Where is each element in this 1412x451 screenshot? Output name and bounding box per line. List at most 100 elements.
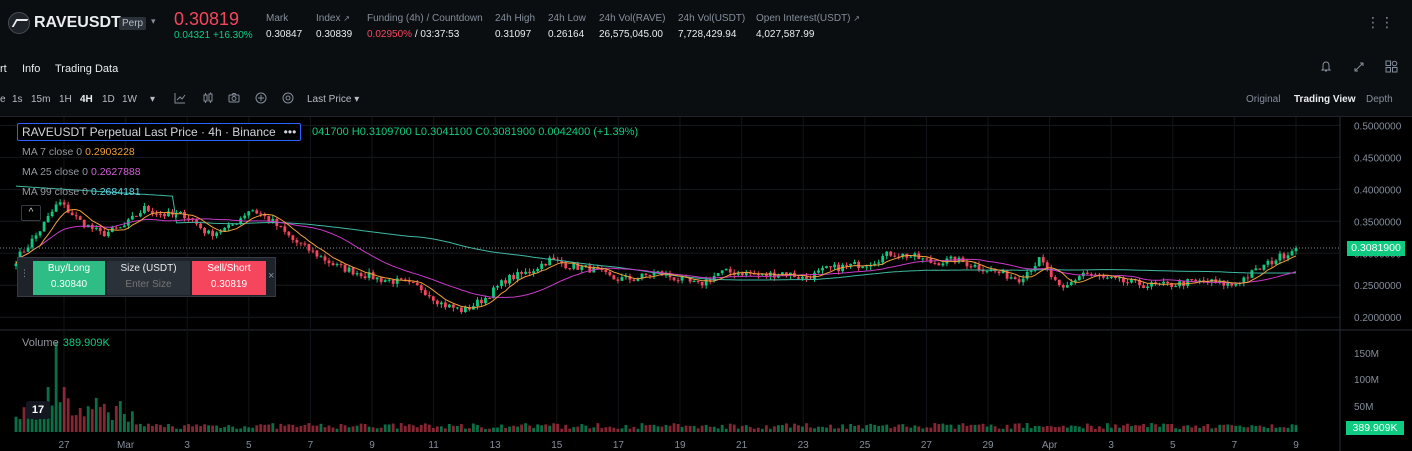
bell-icon[interactable] — [1320, 61, 1332, 76]
volume-bar — [997, 428, 1001, 432]
view-original[interactable]: Original — [1246, 94, 1281, 105]
size-input[interactable] — [113, 279, 184, 290]
interval-time[interactable]: e — [0, 94, 6, 105]
stat-label: Open Interest(USDT) — [756, 13, 851, 24]
volume-bar — [14, 416, 18, 432]
tab-trading-data[interactable]: Trading Data — [55, 63, 119, 75]
oi-link-icon[interactable]: ↗ — [853, 14, 860, 23]
tab-info[interactable]: Info — [22, 63, 41, 75]
grid-menu-icon[interactable]: ⋮⋮ — [1366, 14, 1394, 30]
symbol-dropdown-icon[interactable]: ▾ — [151, 16, 156, 26]
candle-body — [1282, 253, 1286, 259]
chart-area[interactable]: 0.5000000 0.4500000 0.4000000 0.3500000 0.30… — [0, 116, 1412, 451]
candle-body — [1013, 277, 1017, 280]
interval-1w[interactable]: 1W — [122, 94, 137, 105]
volume-legend[interactable]: Volume 389.909K — [22, 337, 110, 349]
volume-bar — [271, 423, 275, 432]
candle-body — [391, 279, 395, 284]
volume-bar — [1170, 423, 1174, 432]
ma99-legend[interactable]: MA 99 close 0 0.2684181 — [22, 186, 141, 198]
candle-body — [801, 276, 804, 279]
settings-icon[interactable] — [282, 92, 294, 107]
time-axis-label: 17 — [613, 440, 625, 451]
volume-bar — [861, 428, 865, 432]
candlestick-chart[interactable]: 0.5000000 0.4500000 0.4000000 0.3500000 0.30… — [0, 117, 1412, 451]
add-indicator-icon[interactable] — [255, 92, 267, 107]
candle-body — [764, 273, 768, 277]
candle-body — [464, 307, 467, 313]
volume-bar — [909, 427, 913, 432]
symbol-name[interactable]: RAVEUSDT — [34, 14, 121, 31]
view-depth[interactable]: Depth — [1366, 94, 1393, 105]
volume-bar — [1158, 426, 1161, 432]
close-icon[interactable]: × — [268, 270, 275, 282]
candle-body — [279, 225, 283, 227]
volume-bar — [1178, 428, 1182, 432]
interval-1s[interactable]: 1s — [12, 94, 23, 105]
candle-body — [1166, 281, 1169, 284]
ma7-legend[interactable]: MA 7 close 0 0.2903228 — [22, 146, 135, 158]
chart-legend-title[interactable]: RAVEUSDT Perpetual Last Price · 4h · Bin… — [17, 123, 302, 141]
layout-icon[interactable] — [1385, 60, 1398, 76]
stat-funding: Funding (4h) / Countdown 0.02950% / 03:3… — [367, 11, 483, 43]
volume-bar — [42, 406, 46, 432]
legend-collapse-button[interactable]: ^ — [21, 205, 41, 221]
candle-body — [1246, 277, 1250, 279]
camera-icon[interactable] — [228, 92, 240, 107]
candle-body — [415, 282, 419, 286]
candle-body — [82, 219, 86, 228]
index-link-icon[interactable]: ↗ — [343, 14, 350, 23]
token-logo-icon — [8, 12, 30, 34]
price-source-select[interactable]: Last Price ▾ — [307, 94, 359, 105]
candle-body — [516, 271, 519, 280]
volume-bar — [492, 427, 495, 432]
volume-bar — [508, 426, 511, 432]
volume-bar — [367, 426, 371, 432]
candle-type-icon[interactable] — [202, 92, 214, 107]
candle-body — [500, 280, 503, 287]
volume-bar — [576, 426, 580, 432]
sell-short-button[interactable]: Sell/Short 0.30819 — [192, 261, 266, 295]
volume-bar — [592, 427, 596, 432]
candle-body — [845, 264, 848, 266]
volume-bar — [1286, 427, 1290, 432]
tradingview-logo-icon[interactable]: 17 — [26, 401, 50, 419]
candle-body — [849, 263, 853, 266]
interval-dropdown-icon[interactable]: ▾ — [150, 94, 156, 105]
volume-bar — [1106, 423, 1109, 432]
candle-body — [267, 216, 271, 222]
volume-bar — [797, 425, 800, 432]
candle-body — [187, 218, 190, 220]
candle-body — [58, 202, 62, 205]
volume-bar — [744, 425, 748, 432]
interval-15m[interactable]: 15m — [31, 94, 51, 105]
volume-bar — [925, 427, 929, 432]
tab-chart[interactable]: rt — [0, 63, 7, 75]
volume-bar — [965, 425, 969, 432]
candle-body — [287, 231, 291, 236]
volume-bar — [1114, 424, 1117, 432]
drag-handle-icon[interactable]: ⋮ — [20, 268, 29, 278]
ma25-legend[interactable]: MA 25 close 0 0.2627888 — [22, 166, 141, 178]
volume-bar — [760, 428, 764, 432]
candle-body — [536, 268, 540, 272]
indicator-icon[interactable] — [174, 92, 186, 107]
candle-body — [965, 262, 969, 267]
buy-long-button[interactable]: Buy/Long 0.30840 — [33, 261, 105, 295]
expand-icon[interactable] — [1353, 61, 1365, 76]
volume-bar — [1254, 426, 1258, 432]
volume-bar — [1194, 425, 1198, 432]
volume-bar — [1041, 426, 1045, 432]
interval-4h[interactable]: 4H — [80, 94, 93, 105]
candle-body — [1250, 270, 1254, 278]
interval-1h[interactable]: 1H — [59, 94, 72, 105]
interval-1d[interactable]: 1D — [102, 94, 115, 105]
view-trading-view[interactable]: Trading View — [1294, 94, 1356, 105]
volume-bar — [648, 424, 652, 432]
volume-bar — [1226, 424, 1230, 432]
volume-bar — [1009, 428, 1013, 432]
candle-body — [315, 250, 319, 257]
candle-body — [1226, 283, 1230, 286]
volume-bar — [556, 423, 560, 432]
legend-more-icon[interactable]: ••• — [283, 125, 297, 139]
